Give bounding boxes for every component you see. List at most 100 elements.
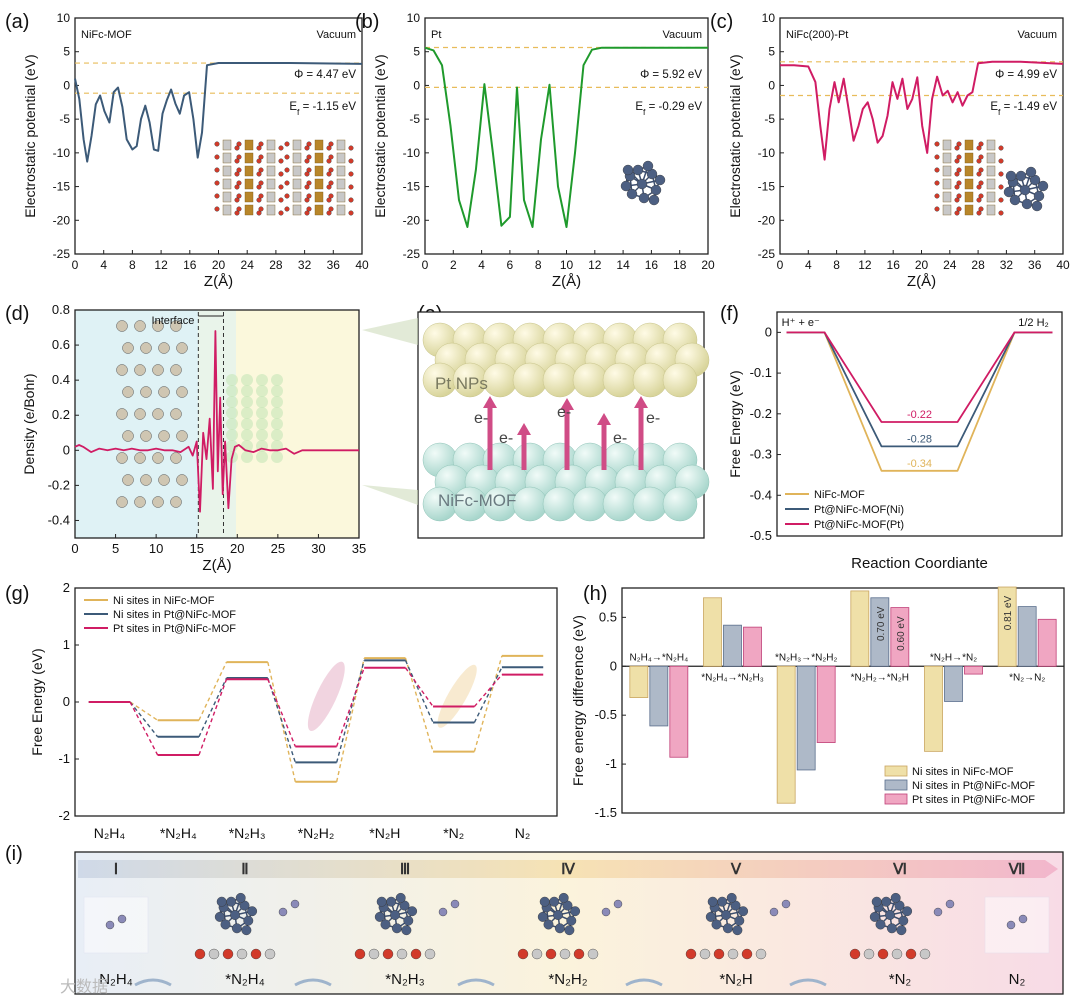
y-tick-label: -15: [403, 180, 421, 194]
charge-isosurface: [256, 396, 268, 408]
nitrogen-atom: [1018, 914, 1028, 924]
y-tick-label: -10: [403, 146, 421, 160]
substrate-atom: [410, 948, 422, 960]
energy-bar: [629, 665, 649, 698]
pt-atom: [231, 923, 242, 934]
y-tick-label: -0.4: [48, 512, 70, 527]
legend-label: Ni sites in Pt@NiFc-MOF: [912, 780, 1035, 792]
mof-stack-unit: [964, 152, 974, 164]
stage-numeral: Ⅲ: [400, 861, 410, 878]
oxygen-atom: [954, 171, 960, 177]
mof-atom: [116, 364, 128, 376]
mof-atom: [134, 320, 146, 332]
y-tick-label: 5: [63, 45, 70, 59]
oxygen-atom: [234, 184, 240, 190]
mof-atom: [158, 430, 170, 442]
plot-frame: [74, 309, 360, 539]
mof-stack-unit: [964, 191, 974, 203]
mof-stack-unit: [244, 191, 254, 203]
step-label: *N₂→N₂: [1009, 672, 1045, 683]
mof-stack-unit: [986, 152, 996, 164]
substrate-atom: [685, 948, 697, 960]
charge-isosurface: [271, 374, 283, 386]
x-tick-label: 15: [189, 541, 203, 556]
mof-sphere: [602, 486, 638, 522]
pt-atom: [890, 892, 901, 903]
pt-atom: [707, 896, 718, 907]
energy-bar: [870, 597, 890, 667]
fermi-level-label: Ef = -1.15 eV: [289, 101, 356, 117]
product-label: 1/2 H₂: [1018, 317, 1049, 329]
y-tick-label: 1: [63, 637, 70, 652]
mof-stack-unit: [266, 191, 276, 203]
oxygen-atom: [978, 180, 984, 186]
y-tick-label: 2: [63, 580, 70, 595]
oxygen-atom: [348, 158, 354, 164]
charge-isosurface: [241, 451, 253, 463]
legend-swatch: [884, 765, 908, 777]
step-arrow: [134, 978, 172, 987]
mof-stack-unit: [986, 191, 996, 203]
oxygen-atom: [214, 141, 220, 147]
plot-frame: [776, 311, 1063, 537]
pt-atom: [543, 919, 554, 930]
oxygen-atom: [234, 158, 240, 164]
oxygen-atom: [258, 141, 264, 147]
oxygen-atom: [328, 206, 334, 212]
pt-atom: [722, 923, 733, 934]
x-tick-label: 0: [777, 258, 784, 272]
mof-atom: [116, 320, 128, 332]
x-tick-label: 4: [805, 258, 812, 272]
energy-bar: [723, 624, 742, 667]
mof-atom: [116, 496, 128, 508]
oxygen-atom: [328, 154, 334, 160]
species-label: *N₂H₂: [548, 971, 587, 988]
legend-swatch: [884, 779, 908, 791]
oxygen-atom: [954, 184, 960, 190]
y-tick-label: -0.2: [48, 477, 70, 492]
energy-bar: [816, 665, 836, 743]
substrate-atom: [264, 948, 276, 960]
x-tick-label: 30: [311, 541, 325, 556]
x-tick-label: 32: [1000, 258, 1014, 272]
mof-stack-unit: [266, 152, 276, 164]
panel-title: NiFc(200)-Pt: [786, 29, 848, 41]
stage-numeral: Ⅴ: [730, 861, 742, 878]
panel-f: (f) 0 -0.1 -0.2 -0.3 -0.4 -0.5 Reaction Coordia…: [720, 303, 1063, 572]
mof-stack-unit: [986, 178, 996, 190]
oxygen-atom: [978, 141, 984, 147]
y-tick-label: 10: [57, 11, 71, 25]
oxygen-atom: [304, 210, 310, 216]
y-axis-label: Density (e/Bohr): [21, 373, 37, 474]
oxygen-atom: [214, 206, 220, 212]
energy-bar: [997, 586, 1017, 667]
charge-isosurface: [241, 429, 253, 441]
substrate-atom: [891, 948, 903, 960]
potential-line: [780, 60, 1064, 161]
oxygen-atom: [258, 180, 264, 186]
mof-atom: [122, 386, 134, 398]
mof-stack-unit: [266, 204, 276, 216]
mof-atom: [158, 386, 170, 398]
oxygen-atom: [306, 154, 312, 160]
energy-value-label: -0.34: [907, 458, 932, 470]
species-label: *N₂H: [719, 971, 752, 988]
charge-isosurface: [256, 429, 268, 441]
mof-atom: [152, 320, 164, 332]
transition-connector: [267, 677, 297, 763]
mof-sphere: [662, 486, 698, 522]
mof-stack-unit: [244, 139, 254, 151]
panel-label: (i): [5, 843, 23, 865]
pt-atom: [650, 184, 662, 196]
charge-isosurface: [226, 396, 238, 408]
mof-stack-unit: [336, 165, 346, 177]
y-tick-label: -15: [53, 180, 71, 194]
transition-connector: [198, 661, 228, 721]
y-tick-label: -0.5: [750, 528, 772, 543]
watermark-text: 大数据: [60, 978, 108, 996]
electron-flow-arrowhead: [560, 398, 574, 410]
legend-label: Pt@NiFc-MOF(Ni): [814, 504, 904, 516]
stage-numeral: Ⅶ: [1008, 861, 1026, 878]
mof-stack-unit: [964, 165, 974, 177]
panel-label: (g): [5, 583, 29, 605]
